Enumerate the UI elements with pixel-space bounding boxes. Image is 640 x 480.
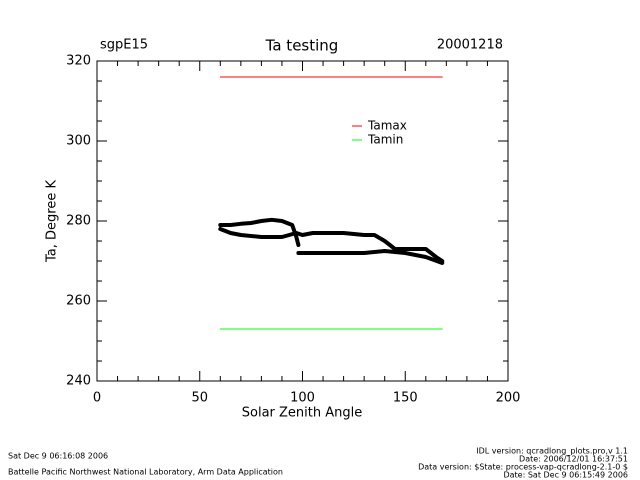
y-tick-label: 260 bbox=[66, 294, 91, 309]
x-axis-label: Solar Zenith Angle bbox=[242, 406, 362, 421]
data-line bbox=[296, 249, 445, 265]
y-tick-label: 300 bbox=[66, 134, 91, 149]
x-tick-label: 50 bbox=[191, 391, 208, 406]
x-tick-label: 100 bbox=[290, 391, 315, 406]
chart-title: Ta testing bbox=[265, 37, 339, 55]
footer-line: Date: 2006/12/01 16:37:51 bbox=[519, 455, 628, 464]
footer-line: Date: Sat Dec 9 06:15:49 2006 bbox=[503, 471, 628, 480]
y-tick-label: 280 bbox=[66, 214, 91, 229]
footer-date: Sat Dec 9 06:16:08 2006 bbox=[8, 452, 108, 461]
y-tick-label: 320 bbox=[66, 54, 91, 69]
data-line bbox=[218, 227, 445, 263]
plot-frame bbox=[96, 60, 509, 382]
data-line bbox=[218, 217, 301, 247]
y-tick-label: 240 bbox=[66, 374, 91, 389]
legend-label: Tamin bbox=[367, 133, 403, 147]
y-axis-label: Ta, Degree K bbox=[45, 180, 60, 263]
site-label: sgpE15 bbox=[100, 38, 148, 53]
footer-line: IDL version: qcradlong_plots.pro,v 1.1 bbox=[476, 447, 628, 456]
footer-line: Data version: $State: process-vap-qcradl… bbox=[418, 463, 628, 472]
legend-label: Tamax bbox=[367, 119, 407, 133]
x-tick-label: 200 bbox=[496, 391, 521, 406]
x-tick-label: 150 bbox=[393, 391, 418, 406]
date-label: 20001218 bbox=[437, 38, 503, 53]
footer-org: Battelle Pacific Northwest National Labo… bbox=[8, 468, 283, 477]
x-tick-label: 0 bbox=[93, 391, 101, 406]
